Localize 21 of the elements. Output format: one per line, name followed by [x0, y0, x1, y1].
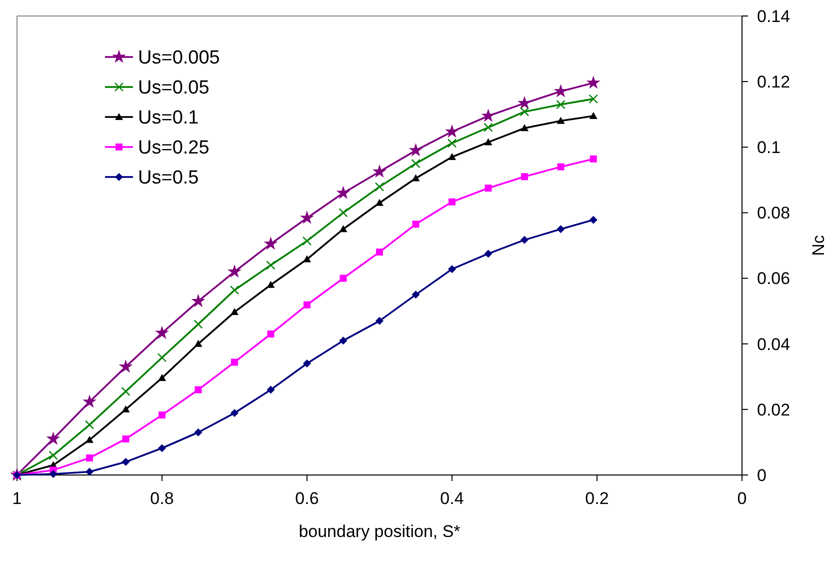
y-axis-title: Nc — [809, 234, 828, 256]
legend-label: Us=0.25 — [138, 138, 210, 159]
x-tick-label: 0.6 — [295, 489, 319, 508]
y-tick-label: 0.1 — [757, 138, 781, 158]
legend-label: Us=0.05 — [138, 78, 210, 99]
x-tick-label: 0.4 — [440, 489, 464, 508]
legend-label: Us=0.1 — [138, 108, 199, 129]
x-tick-label: 0.8 — [150, 489, 174, 508]
y-tick-label: 0 — [757, 466, 766, 485]
y-tick-label: 0.08 — [757, 204, 790, 223]
y-tick-label: 0.14 — [757, 6, 790, 26]
y-tick-label: 0.12 — [757, 72, 790, 92]
y-tick-label: 0.02 — [757, 400, 790, 420]
x-tick-label: 0.2 — [585, 489, 609, 508]
y-tick-label: 0.04 — [757, 334, 790, 354]
x-tick-label: 0 — [737, 489, 747, 508]
legend-label: Us=0.005 — [138, 48, 220, 69]
legend-label: Us=0.5 — [138, 168, 199, 189]
x-axis-title: boundary position, S* — [298, 522, 461, 541]
x-tick-label: 1 — [12, 489, 22, 508]
y-tick-label: 0.06 — [757, 269, 790, 288]
